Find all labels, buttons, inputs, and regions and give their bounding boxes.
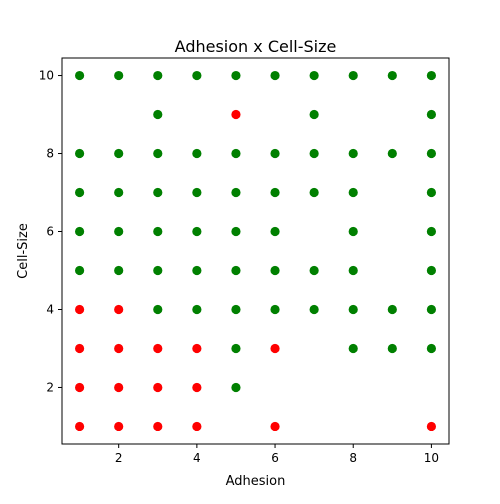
- red-point: [426, 421, 437, 432]
- green-point: [231, 304, 241, 315]
- green-point: [348, 187, 358, 198]
- red-point: [153, 421, 163, 432]
- green-point: [426, 148, 437, 159]
- green-point: [387, 304, 397, 315]
- green-point: [153, 304, 163, 315]
- y-tick-label: 8: [46, 147, 54, 161]
- red-point: [153, 382, 163, 393]
- green-point: [74, 265, 85, 276]
- green-point: [426, 265, 437, 276]
- green-point: [231, 148, 241, 159]
- y-tick-label: 10: [39, 69, 54, 83]
- green-point: [192, 187, 202, 198]
- red-point: [114, 421, 124, 432]
- green-point: [348, 343, 358, 354]
- red-point: [270, 421, 280, 432]
- x-tick-label: 10: [424, 451, 439, 465]
- green-point: [192, 265, 202, 276]
- green-point: [231, 187, 241, 198]
- green-point: [153, 187, 163, 198]
- red-point: [270, 343, 280, 354]
- x-axis-label: Adhesion: [226, 474, 286, 489]
- red-point: [114, 382, 124, 393]
- plot-frame: [61, 57, 450, 445]
- green-point: [192, 148, 202, 159]
- x-tick-label: 6: [271, 451, 279, 465]
- green-point: [114, 148, 124, 159]
- green-point: [153, 265, 163, 276]
- green-point: [309, 265, 319, 276]
- green-point: [426, 226, 437, 237]
- red-point: [153, 343, 163, 354]
- green-point: [309, 70, 319, 81]
- green-point: [114, 265, 124, 276]
- green-point: [192, 70, 202, 81]
- green-point: [309, 187, 319, 198]
- red-point: [192, 382, 202, 393]
- x-tick-label: 8: [349, 451, 357, 465]
- green-point: [348, 304, 358, 315]
- green-point: [74, 226, 85, 237]
- green-point: [348, 265, 358, 276]
- green-point: [153, 70, 163, 81]
- green-point: [114, 70, 124, 81]
- green-point: [270, 70, 280, 81]
- green-point: [74, 187, 85, 198]
- green-point: [426, 70, 437, 81]
- green-point: [348, 226, 358, 237]
- red-point: [74, 304, 85, 315]
- red-point: [231, 109, 241, 120]
- y-tick-label: 2: [46, 380, 54, 394]
- green-point: [270, 226, 280, 237]
- green-point: [153, 226, 163, 237]
- green-point: [348, 70, 358, 81]
- x-tick-label: 2: [115, 451, 123, 465]
- green-point: [309, 109, 319, 120]
- green-point: [192, 226, 202, 237]
- green-point: [387, 70, 397, 81]
- y-tick-label: 6: [46, 225, 54, 239]
- red-point: [74, 343, 85, 354]
- x-tick-label: 4: [193, 451, 201, 465]
- red-point: [74, 421, 85, 432]
- green-point: [153, 148, 163, 159]
- y-axis-label: Cell-Size: [16, 223, 31, 279]
- green-point: [309, 304, 319, 315]
- green-point: [114, 226, 124, 237]
- red-point: [192, 421, 202, 432]
- green-point: [387, 148, 397, 159]
- green-point: [426, 187, 437, 198]
- green-point: [231, 226, 241, 237]
- red-point: [74, 382, 85, 393]
- green-point: [270, 304, 280, 315]
- green-point: [270, 187, 280, 198]
- green-point: [74, 148, 85, 159]
- data-points: [74, 70, 437, 432]
- y-tick-label: 4: [46, 302, 54, 316]
- green-point: [426, 304, 437, 315]
- green-point: [114, 187, 124, 198]
- green-point: [309, 148, 319, 159]
- green-point: [74, 70, 85, 81]
- green-point: [231, 382, 241, 393]
- green-point: [270, 265, 280, 276]
- green-point: [231, 265, 241, 276]
- green-point: [426, 109, 437, 120]
- green-point: [153, 109, 163, 120]
- red-point: [114, 343, 124, 354]
- green-point: [231, 70, 241, 81]
- green-point: [270, 148, 280, 159]
- green-point: [387, 343, 397, 354]
- chart-title: Adhesion x Cell-Size: [175, 37, 337, 56]
- green-point: [231, 343, 241, 354]
- green-point: [348, 148, 358, 159]
- green-point: [192, 304, 202, 315]
- red-point: [192, 343, 202, 354]
- red-point: [114, 304, 124, 315]
- green-point: [426, 343, 437, 354]
- axis-ticks: 2 4 6 8 10 2 4 6 8 10: [39, 69, 439, 465]
